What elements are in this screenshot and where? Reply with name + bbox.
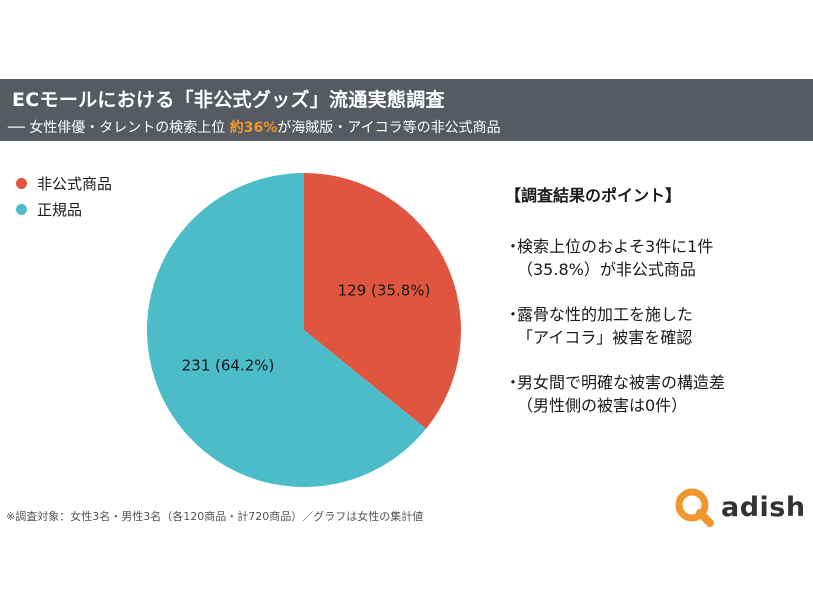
pie-label-official: 231 (64.2%) [182,357,275,375]
legend-swatch-unofficial [16,177,27,189]
adish-logo-icon [675,488,714,527]
pie-slice-unofficial [304,173,461,429]
key-point-text: 男女間で明確な被害の構造差 （男性側の被害は0件） [517,373,726,415]
adish-logo: adish [673,486,806,528]
legend-item-official: 正規品 [16,196,112,222]
bullet-mark: ・ [505,305,522,324]
subtitle-text-before: ── 女性俳優・タレントの検索上位 [8,120,230,136]
pie-slice-official [147,173,427,487]
legend-item-unofficial: 非公式商品 [16,170,112,196]
subtitle-highlight: 約36% [229,120,278,136]
bullet-mark: ・ [505,237,522,256]
key-point-2: ・ 露骨な性的加工を施した 「アイコラ」被害を確認 [505,303,805,349]
legend-label-official: 正規品 [37,200,83,219]
page-subtitle: ── 女性俳優・タレントの検索上位 約36%が海賊版・アイコラ等の非公式商品 [8,117,501,137]
bullet-mark: ・ [505,373,522,392]
page-title: ECモールにおける「非公式グッズ」流通実態調査 [12,89,445,111]
footnote: ※調査対象：女性3名・男性3名（各120商品・計720商品）／グラフは女性の集計… [6,510,424,523]
title-banner: ECモールにおける「非公式グッズ」流通実態調査 ── 女性俳優・タレントの検索上… [0,79,813,141]
pie-label-unofficial: 129 (35.8%) [338,282,431,300]
subtitle-text-after: が海賊版・アイコラ等の非公式商品 [277,120,501,136]
key-point-text: 露骨な性的加工を施した 「アイコラ」被害を確認 [517,305,694,347]
legend-swatch-official [16,203,27,215]
key-points-heading: 【調査結果のポイント】 [505,186,682,205]
adish-logo-text: adish [721,491,806,523]
key-point-text: 検索上位のおよそ3件に1件 （35.8%）が非公式商品 [517,237,714,279]
key-point-1: ・ 検索上位のおよそ3件に1件 （35.8%）が非公式商品 [505,235,805,281]
key-points-panel: 【調査結果のポイント】 ・ 検索上位のおよそ3件に1件 （35.8%）が非公式商… [505,184,805,439]
legend-label-unofficial: 非公式商品 [37,174,113,193]
chart-legend: 非公式商品 正規品 [16,170,112,222]
key-point-3: ・ 男女間で明確な被害の構造差 （男性側の被害は0件） [505,371,805,417]
